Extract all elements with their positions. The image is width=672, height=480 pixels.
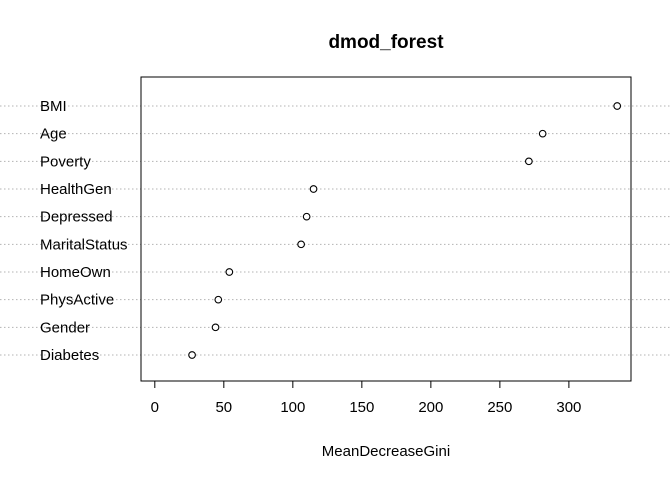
- variable-label: Age: [40, 126, 67, 143]
- x-tick-label: 250: [487, 399, 512, 416]
- variable-labels: BMI Age Poverty HealthGen Depressed MaritalSt…: [40, 98, 128, 364]
- variable-label: Gender: [40, 319, 90, 336]
- data-point: [214, 295, 223, 304]
- data-point: [211, 323, 220, 332]
- data-points: [188, 102, 622, 359]
- variable-label: PhysActive: [40, 292, 114, 309]
- variable-label: Depressed: [40, 209, 113, 226]
- x-tick-label: 150: [349, 399, 374, 416]
- x-tick-label: 0: [151, 399, 159, 416]
- variable-label: BMI: [40, 98, 67, 115]
- x-tick-label: 100: [280, 399, 305, 416]
- x-axis: 0 50 100 150 200 250 300: [151, 380, 581, 416]
- data-point: [302, 212, 311, 221]
- data-point: [309, 185, 318, 193]
- data-point: [225, 268, 234, 276]
- variable-label: MaritalStatus: [40, 236, 128, 253]
- data-point: [525, 157, 533, 166]
- x-tick-label: 200: [418, 399, 443, 416]
- x-tick-label: 300: [556, 399, 581, 416]
- grid-lines: [0, 105, 672, 356]
- variable-label: Diabetes: [40, 347, 99, 364]
- x-axis-label: MeanDecreaseGini: [322, 443, 450, 460]
- data-point: [188, 351, 196, 359]
- data-point: [297, 240, 305, 249]
- data-point: [613, 102, 622, 110]
- data-point: [538, 129, 547, 138]
- variable-label: HomeOwn: [40, 264, 111, 281]
- plot-frame: [140, 76, 632, 382]
- x-tick-label: 50: [215, 399, 232, 416]
- variable-label: Poverty: [40, 153, 91, 170]
- chart-title: dmod_forest: [328, 32, 444, 53]
- variable-label: HealthGen: [40, 181, 112, 198]
